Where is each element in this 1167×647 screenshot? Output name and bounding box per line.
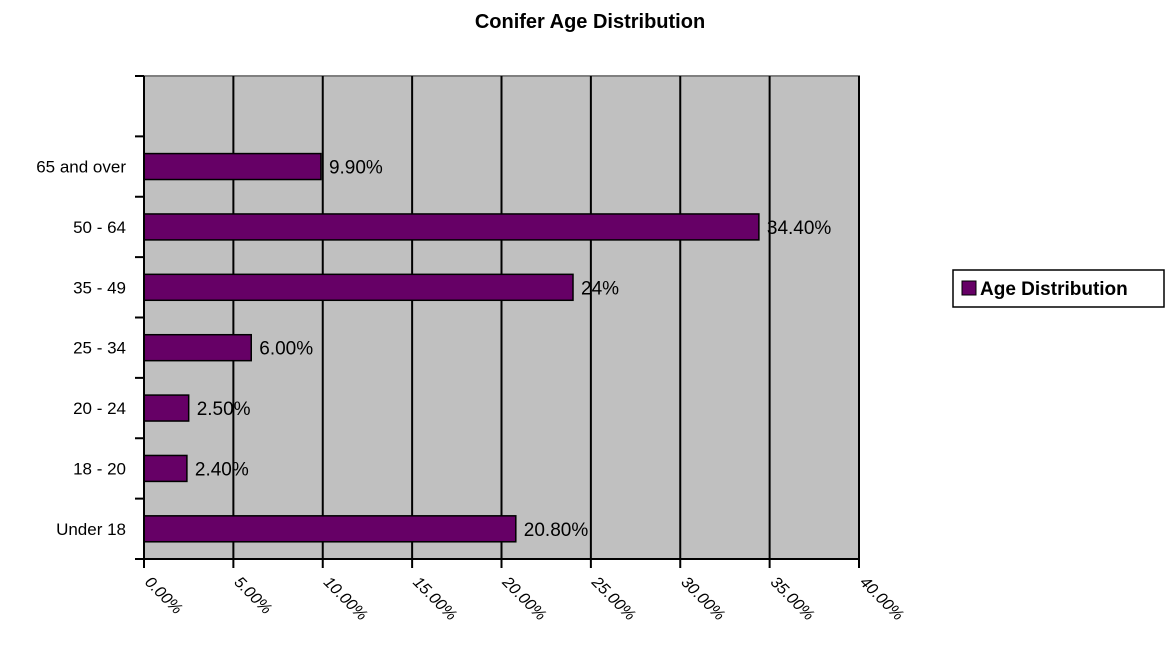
x-tick-label: 40.00% [856,574,906,624]
data-label: 24% [581,278,619,299]
x-tick-label: 15.00% [409,574,459,624]
legend: Age Distribution [952,269,1165,308]
x-tick-label: 5.00% [231,574,275,618]
category-label: Under 18 [56,520,126,539]
bar [143,515,517,543]
x-tick-label: 0.00% [141,574,185,618]
x-tick-label: 30.00% [677,574,727,624]
chart-title: Conifer Age Distribution [475,11,705,33]
data-label: 34.40% [767,218,832,239]
x-tick-label: 25.00% [587,573,638,624]
data-label: 20.80% [524,520,589,541]
category-label: 50 - 64 [73,218,126,237]
category-label: 20 - 24 [73,399,126,418]
bar [143,213,760,241]
legend-box [952,269,1165,308]
bars: 20.80% Under 18 2.40% 18 - 20 2.50% 20 - 24 6.… [36,152,832,543]
category-label: 25 - 34 [73,339,126,358]
data-label: 6.00% [259,339,313,360]
legend-swatch [961,280,977,296]
data-label: 2.40% [195,459,249,480]
category-label: 18 - 20 [73,459,126,478]
x-tick-label: 35.00% [767,574,817,624]
category-label: 65 and over [36,158,126,177]
data-label: 9.90% [329,158,383,179]
x-tick-label: 10.00% [320,574,370,624]
category-label: 35 - 49 [73,278,126,297]
bar [143,454,188,483]
legend-label: Age Distribution [980,279,1128,300]
bar [143,333,252,362]
data-label: 2.50% [197,399,251,420]
bar [143,152,322,181]
x-tick-label: 20.00% [498,573,549,624]
bar [143,273,574,302]
bar [143,394,190,422]
